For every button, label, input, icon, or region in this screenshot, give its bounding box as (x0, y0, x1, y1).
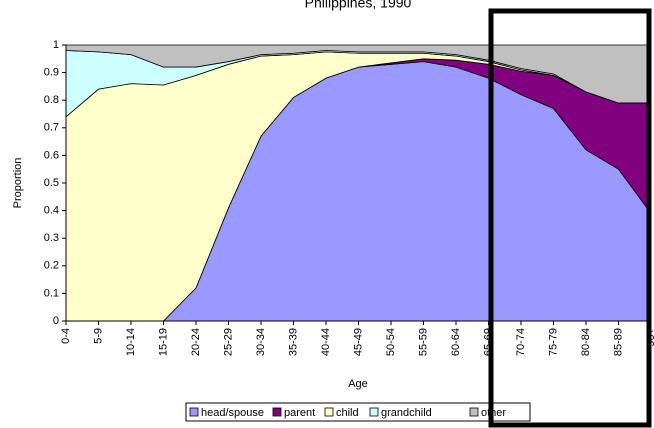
x-tick-label: 15-19 (157, 328, 169, 356)
x-tick-label: 55-59 (417, 328, 429, 356)
x-tick-label: 20-24 (190, 328, 202, 356)
y-tick-label: 0.2 (44, 260, 59, 272)
x-tick-label: 60-64 (450, 328, 462, 356)
x-tick-label: 0-4 (60, 328, 72, 344)
y-tick-label: 0.7 (44, 122, 59, 134)
x-tick-label: 40-44 (320, 328, 332, 356)
y-axis-label: Proportion (12, 158, 24, 209)
legend-label: grandchild (381, 407, 432, 419)
x-tick-label: 5-9 (92, 328, 104, 344)
legend-swatch (469, 407, 479, 417)
x-tick-label: 50-54 (385, 328, 397, 356)
y-tick-label: 0.5 (44, 177, 59, 189)
highlight-box (488, 8, 652, 428)
legend-box (185, 402, 531, 422)
x-axis-label: Age (348, 378, 368, 390)
legend-swatch (369, 407, 379, 417)
y-tick-label: 0.1 (44, 287, 59, 299)
y-tick-label: 1 (53, 39, 59, 51)
x-tick-label: 35-39 (287, 328, 299, 356)
x-tick-label: 80-84 (580, 328, 592, 356)
y-tick-label: 0 (53, 315, 59, 327)
y-tick-label: 0.8 (44, 94, 59, 106)
x-tick-label: 30-34 (255, 328, 267, 356)
y-tick-label: 0.3 (44, 232, 59, 244)
x-tick-label: 10-14 (125, 328, 137, 356)
x-tick-label: 25-29 (222, 328, 234, 356)
legend-swatch (272, 407, 282, 417)
plot: 0 0.1 0.2 0.3 0.4 0.5 0.6 0.7 0.8 0.9 1 0-4 5-9 10-14… (44, 39, 654, 356)
legend-label: child (336, 407, 359, 419)
legend-label: head/spouse (201, 407, 264, 419)
legend-label: parent (284, 407, 315, 419)
chart-title: Philippines, 1990 (305, 0, 412, 11)
x-tick-label: 85-89 (612, 328, 624, 356)
legend-swatch (324, 407, 334, 417)
x-tick-label: 45-49 (352, 328, 364, 356)
x-tick-label: 75-79 (547, 328, 559, 356)
legend-swatch (189, 407, 199, 417)
x-tick-label: 70-74 (515, 328, 527, 356)
y-tick-label: 0.6 (44, 149, 59, 161)
y-tick-label: 0.4 (44, 205, 59, 217)
legend-label: other (481, 407, 506, 419)
y-tick-label: 0.9 (44, 67, 59, 79)
